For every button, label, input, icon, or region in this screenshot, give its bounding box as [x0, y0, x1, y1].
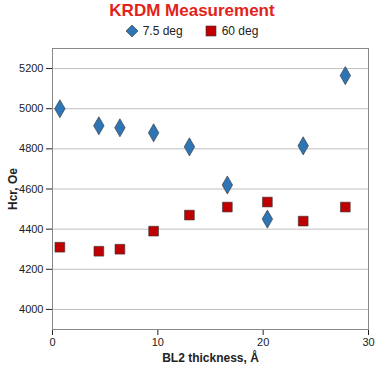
svg-text:5000: 5000	[19, 102, 43, 114]
svg-text:5200: 5200	[19, 62, 43, 74]
svg-text:4000: 4000	[19, 303, 43, 315]
svg-text:10: 10	[152, 336, 164, 348]
html-text:60 deg: 60 deg	[221, 24, 259, 38]
svg-text:Hcr, Oe: Hcr, Oe	[6, 168, 20, 210]
html-text:KRDM Measurement: KRDM Measurement	[109, 1, 275, 20]
svg-text:0: 0	[49, 336, 55, 348]
html-text:7.5 deg: 7.5 deg	[142, 24, 183, 38]
svg-text:20: 20	[257, 336, 269, 348]
svg-text:4600: 4600	[19, 183, 43, 195]
svg-text:4800: 4800	[19, 142, 43, 154]
svg-text:4400: 4400	[19, 223, 43, 235]
svg-text:30: 30	[362, 336, 374, 348]
svg-text:BL2 thickness, Å: BL2 thickness, Å	[162, 350, 259, 365]
svg-text:4200: 4200	[19, 263, 43, 275]
